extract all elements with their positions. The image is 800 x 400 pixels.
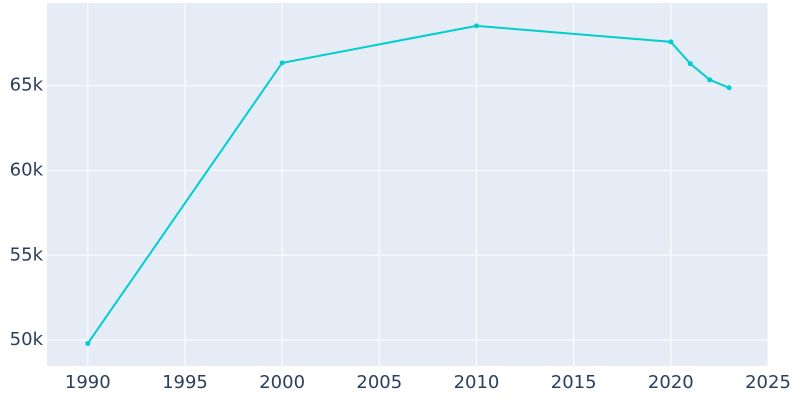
point xyxy=(668,39,674,45)
x-tick-label: 2000 xyxy=(259,372,305,393)
x-tick-label: 2025 xyxy=(745,372,791,393)
x-tick-label: 2020 xyxy=(648,372,694,393)
x-tick-label: 2015 xyxy=(551,372,597,393)
x-tick-label: 2010 xyxy=(454,372,500,393)
x-tick-label: 1990 xyxy=(65,372,111,393)
y-tick-label: 65k xyxy=(10,75,44,96)
y-tick-label: 50k xyxy=(10,329,44,350)
point xyxy=(726,85,732,91)
point xyxy=(707,77,713,83)
y-tick-label: 55k xyxy=(10,244,44,265)
x-tick-label: 1995 xyxy=(162,372,208,393)
point xyxy=(85,340,91,346)
plot-area xyxy=(47,3,768,366)
point xyxy=(279,60,285,66)
point xyxy=(473,23,479,29)
y-tick-label: 60k xyxy=(10,160,44,181)
point xyxy=(687,61,693,67)
x-tick-label: 2005 xyxy=(356,372,402,393)
